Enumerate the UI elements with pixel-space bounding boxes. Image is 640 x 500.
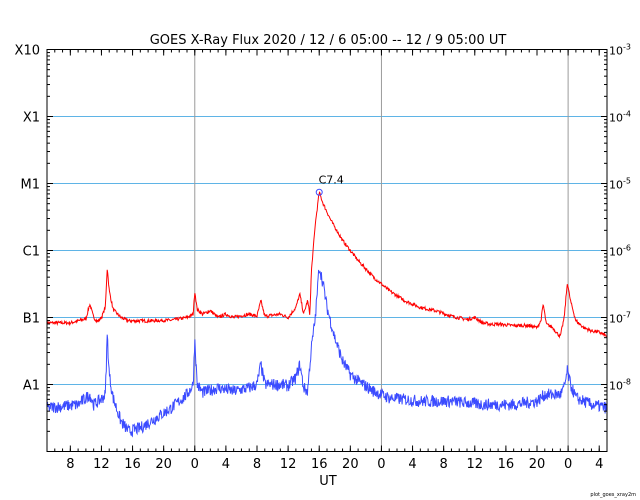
x-tick-label: 0 (564, 457, 572, 472)
x-tick-label: 8 (66, 457, 74, 472)
x-tick-label: 16 (498, 457, 515, 472)
x-tick-label: 12 (93, 457, 110, 472)
x-tick-label: 8 (440, 457, 448, 472)
x-tick-label: 20 (155, 457, 172, 472)
short-channel-flux-line (46, 269, 607, 438)
peak-marker (315, 188, 323, 196)
x-tick-label: 12 (467, 457, 484, 472)
x-tick-label: 4 (595, 457, 603, 472)
x-tick-label: 16 (124, 457, 141, 472)
left-tick-label: C1 (23, 245, 40, 260)
x-tick-label: 0 (377, 457, 385, 472)
left-tick-label: X10 (15, 44, 40, 59)
right-tick-label: 10-7 (609, 311, 631, 326)
annotation-layer: C7.4 (315, 173, 344, 196)
right-tick-label: 10-8 (609, 378, 631, 393)
x-tick-label: 8 (253, 457, 261, 472)
x-tick-label: 4 (408, 457, 416, 472)
series-layer (46, 191, 607, 438)
right-tick-label: 10-5 (609, 177, 631, 192)
x-tick-label: 4 (222, 457, 230, 472)
long-channel-flux-line (46, 191, 607, 339)
x-tick-label: 0 (191, 457, 199, 472)
left-tick-label: B1 (23, 312, 40, 327)
x-tick-label: 20 (529, 457, 546, 472)
x-tick-label: 20 (342, 457, 359, 472)
axes-layer: A1 B1 C1 M1 X1 X10 10-8 10-7 10-6 10-5 10-4 10-3 8 12… (15, 43, 631, 473)
grid-layer (47, 49, 607, 452)
footer-note: plot_goes_xray2m (590, 492, 636, 498)
left-tick-label: X1 (23, 111, 40, 126)
peak-label: C7.4 (319, 173, 344, 186)
left-tick-label: M1 (21, 178, 41, 193)
x-axis-label: UT (319, 474, 337, 489)
right-tick-label: 10-4 (609, 110, 631, 125)
right-tick-label: 10-3 (609, 43, 631, 58)
x-tick-label: 16 (311, 457, 328, 472)
chart-title: GOES X-Ray Flux 2020 / 12 / 6 05:00 -- 1… (150, 33, 507, 48)
x-tick-label: 12 (280, 457, 297, 472)
right-tick-label: 10-6 (609, 244, 631, 259)
left-tick-label: A1 (23, 379, 40, 394)
